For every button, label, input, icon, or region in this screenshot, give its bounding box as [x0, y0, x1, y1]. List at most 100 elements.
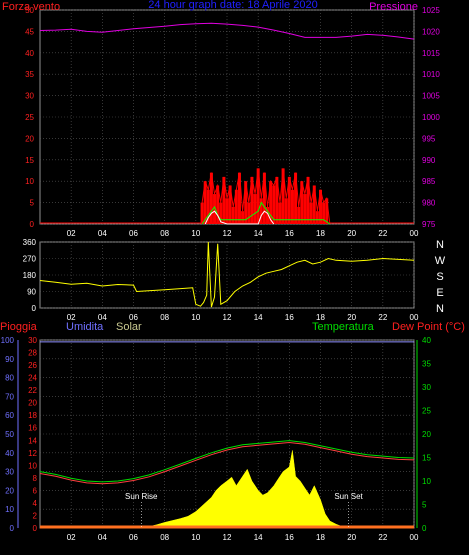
x-tick-label: 02	[67, 229, 76, 238]
temp-tick-label: 30	[422, 383, 431, 392]
solar-area	[141, 450, 349, 529]
y-tick-label-left: 50	[25, 6, 34, 15]
panel1-right-ticks: 975 980 985 990 995 1000 1005 1010 1015 1020 1025	[422, 6, 440, 229]
rain-tick-label: 26	[28, 361, 37, 370]
panel1-series	[39, 22, 415, 225]
y-tick-label-left: 45	[25, 27, 34, 36]
x-tick-label: 20	[347, 313, 356, 322]
y-tick-label-left: 35	[25, 70, 34, 79]
y-tick-label-left: 0	[30, 220, 35, 229]
y-tick-label: 360	[23, 238, 37, 247]
compass-label: N	[436, 303, 444, 315]
series-line-vento	[204, 210, 275, 225]
series-line-dew-point	[39, 441, 415, 485]
humidity-tick-label: 0	[10, 524, 15, 533]
humidity-tick-label: 100	[1, 336, 15, 345]
rain-label: Pioggia	[0, 321, 38, 333]
y-tick-label-right: 1025	[422, 6, 440, 15]
solar-label: Solar	[116, 321, 142, 333]
compass-label: E	[436, 287, 443, 299]
x-tick-label: 18	[316, 533, 325, 542]
humidity-tick-label: 40	[5, 449, 14, 458]
x-tick-label: 12	[223, 229, 232, 238]
panel3-series	[39, 341, 415, 529]
y-tick-label-right: 1000	[422, 113, 440, 122]
rain-tick-label: 10	[28, 461, 37, 470]
y-tick-label-left: 20	[25, 134, 34, 143]
x-tick-label: 08	[160, 229, 169, 238]
y-tick-label-right: 985	[422, 177, 436, 186]
y-tick-label-left: 30	[25, 92, 34, 101]
x-tick-label: 10	[191, 313, 200, 322]
rain-tick-label: 6	[33, 486, 38, 495]
y-tick-label-left: 5	[30, 199, 35, 208]
y-tick-label-right: 1020	[422, 27, 440, 36]
sun-annotations: Sun Rise Sun Set	[125, 492, 364, 528]
humidity-tick-label: 60	[5, 411, 14, 420]
rain-tick-label: 0	[33, 524, 38, 533]
rain-tick-label: 20	[28, 399, 37, 408]
compass-label: N	[436, 239, 444, 251]
compass-label: W	[435, 255, 446, 267]
humidity-tick-label: 30	[5, 468, 14, 477]
y-tick-label-right: 990	[422, 156, 436, 165]
x-tick-label: 08	[160, 313, 169, 322]
x-tick-label: 04	[98, 229, 107, 238]
humidity-tick-label: 20	[5, 486, 14, 495]
rain-tick-label: 14	[28, 436, 37, 445]
series-line-pressione	[39, 22, 415, 40]
panel1-x-ticks: 02 04 06 08 10 12 14 16 18 20 22 00	[67, 229, 419, 238]
y-tick-label-right: 1005	[422, 92, 440, 101]
x-tick-label: 18	[316, 313, 325, 322]
x-tick-label: 04	[98, 313, 107, 322]
x-tick-label: 00	[410, 533, 419, 542]
compass-label: S	[436, 271, 443, 283]
temperature-ticks: 0 5 10 15 20 25 30 35 40	[422, 336, 431, 533]
humidity-tick-label: 50	[5, 430, 14, 439]
right-axis-label: Pressione	[369, 1, 418, 13]
x-tick-label: 06	[129, 533, 138, 542]
y-tick-label-left: 25	[25, 113, 34, 122]
humidity-label: Umidita	[66, 321, 104, 333]
panel2-grid	[40, 241, 415, 309]
y-tick-label-left: 40	[25, 49, 34, 58]
panel1-left-ticks: 0 5 10 15 20 25 30 35 40 45 50	[25, 6, 34, 229]
panel2-left-ticks: 0 90 180 270 360	[23, 238, 37, 313]
temp-tick-label: 15	[422, 454, 431, 463]
y-tick-label: 180	[23, 271, 37, 280]
x-tick-label: 16	[285, 229, 294, 238]
x-tick-label: 18	[316, 229, 325, 238]
panel2-x-ticks: 02 04 06 08 10 12 14 16 18 20 22 00	[67, 313, 419, 322]
x-tick-label: 00	[410, 313, 419, 322]
y-tick-label-right: 995	[422, 134, 436, 143]
x-tick-label: 14	[254, 229, 263, 238]
x-tick-label: 22	[378, 229, 387, 238]
y-tick-label: 270	[23, 255, 37, 264]
y-tick-label: 0	[32, 304, 37, 313]
rain-tick-label: 28	[28, 349, 37, 358]
x-tick-label: 10	[191, 533, 200, 542]
humidity-tick-label: 10	[5, 505, 14, 514]
rain-tick-label: 18	[28, 411, 37, 420]
x-tick-label: 10	[191, 229, 200, 238]
chart-title: 24 hour graph date: 18 Aprile 2020	[148, 0, 317, 11]
y-tick-label-right: 1015	[422, 49, 440, 58]
x-tick-label: 02	[67, 313, 76, 322]
rain-tick-label: 12	[28, 449, 37, 458]
y-tick-label-right: 980	[422, 199, 436, 208]
temp-tick-label: 0	[422, 524, 427, 533]
rain-tick-label: 24	[28, 374, 37, 383]
x-tick-label: 02	[67, 533, 76, 542]
y-tick-label-left: 10	[25, 177, 34, 186]
sunset-label: Sun Set	[334, 492, 363, 501]
x-tick-label: 06	[129, 313, 138, 322]
y-tick-label-right: 975	[422, 220, 436, 229]
panel2-series	[39, 241, 415, 308]
panel1-grid	[40, 9, 415, 225]
